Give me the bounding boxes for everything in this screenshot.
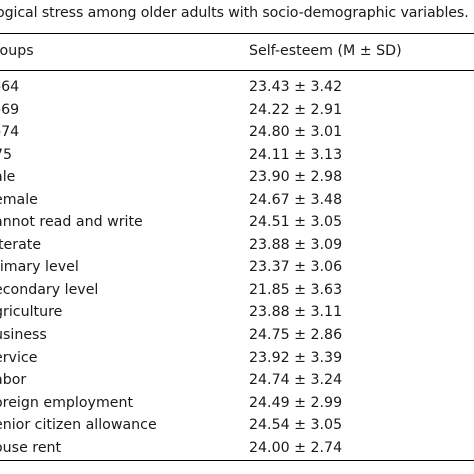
table-row: annot read and write 24.51 ± 3.05 [0,211,474,234]
group-cell: ouse rent [0,439,62,456]
group-cell: usiness [0,327,47,344]
self-esteem-cell: 24.11 ± 3.13 [249,146,343,163]
table-row: ervice 23.92 ± 3.39 [0,347,474,370]
self-esteem-cell: 24.22 ± 2.91 [249,101,343,118]
table-row: abor 24.74 ± 3.24 [0,369,474,392]
group-cell: abor [0,372,27,389]
table-row: –64 23.43 ± 3.42 [0,76,474,99]
table-body: –64 23.43 ± 3.42 –69 24.22 ± 2.91 –74 24.80 ±… [0,76,474,459]
top-rule [0,33,474,34]
self-esteem-cell: 24.51 ± 3.05 [249,214,343,231]
self-esteem-cell: 23.37 ± 3.06 [249,259,343,276]
self-esteem-cell: 23.90 ± 2.98 [249,169,343,186]
column-header-groups: roups [0,43,34,59]
table-row: –74 24.80 ± 3.01 [0,121,474,144]
self-esteem-cell: 21.85 ± 3.63 [249,281,343,298]
self-esteem-cell: 23.88 ± 3.09 [249,236,343,253]
self-esteem-cell: 24.74 ± 3.24 [249,372,343,389]
self-esteem-cell: 24.00 ± 2.74 [249,439,343,456]
table-row: iterate 23.88 ± 3.09 [0,234,474,257]
group-cell: oreign employment [0,394,134,411]
group-cell: –74 [0,124,20,141]
group-cell: griculture [0,304,63,321]
header-rule [0,70,474,71]
table-row: griculture 23.88 ± 3.11 [0,301,474,324]
table-row: enior citizen allowance 24.54 ± 3.05 [0,414,474,437]
table-row: ouse rent 24.00 ± 2.74 [0,437,474,460]
group-cell: ervice [0,349,38,366]
self-esteem-cell: 23.88 ± 3.11 [249,304,343,321]
table-row: rimary level 23.37 ± 3.06 [0,256,474,279]
self-esteem-cell: 23.43 ± 3.42 [249,79,343,95]
group-cell: emale [0,191,38,208]
group-cell: annot read and write [0,214,143,231]
table-row: oreign employment 24.49 ± 2.99 [0,392,474,415]
table-caption: ogical stress among older adults with so… [0,5,469,21]
group-cell: –69 [0,101,20,118]
self-esteem-cell: 24.54 ± 3.05 [249,417,343,434]
group-cell: econdary level [0,281,99,298]
table-row: ale 23.90 ± 2.98 [0,166,474,189]
group-cell: ale [0,169,16,186]
self-esteem-cell: 24.75 ± 2.86 [249,327,343,344]
self-esteem-cell: 24.80 ± 3.01 [249,124,343,141]
self-esteem-cell: 23.92 ± 3.39 [249,349,343,366]
group-cell: –64 [0,79,20,95]
table-row: –69 24.22 ± 2.91 [0,99,474,122]
group-cell: iterate [0,236,42,253]
self-esteem-cell: 24.49 ± 2.99 [249,394,343,411]
group-cell: 75 [0,146,13,163]
group-cell: enior citizen allowance [0,417,157,434]
self-esteem-cell: 24.67 ± 3.48 [249,191,343,208]
group-cell: rimary level [0,259,79,276]
table-row: 75 24.11 ± 3.13 [0,144,474,167]
table-row: econdary level 21.85 ± 3.63 [0,279,474,302]
table-row: emale 24.67 ± 3.48 [0,189,474,212]
table-row: usiness 24.75 ± 2.86 [0,324,474,347]
column-header-self-esteem: Self-esteem (M ± SD) [249,43,402,59]
bottom-rule [0,460,474,461]
